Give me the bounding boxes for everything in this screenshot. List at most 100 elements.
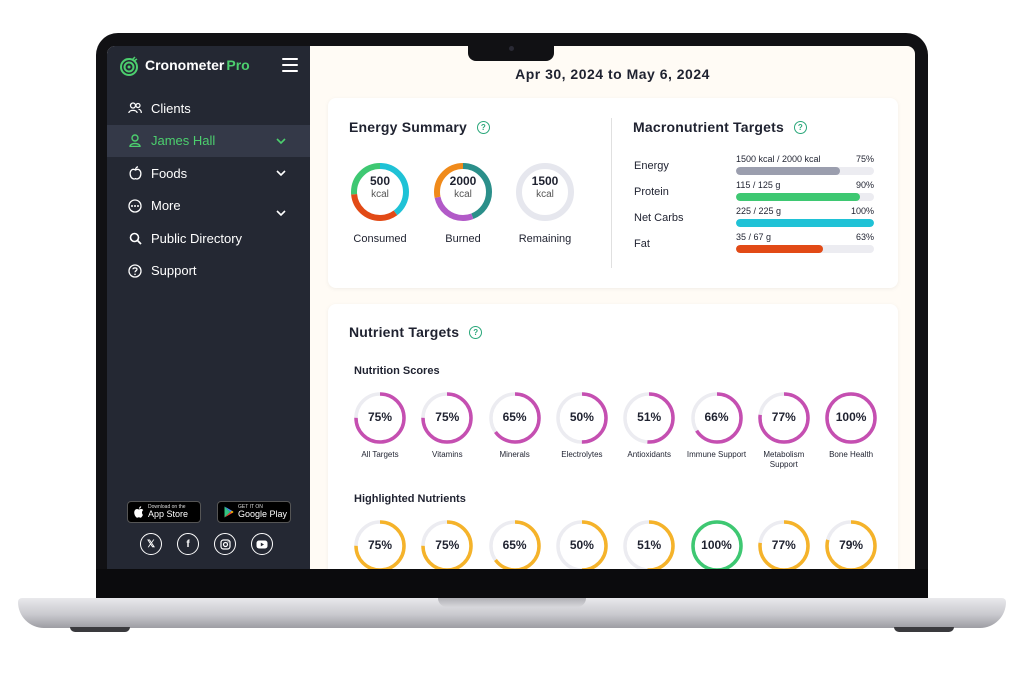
score-percent: 66% — [704, 410, 729, 424]
macro-progress-fill — [736, 193, 861, 201]
chevron-down-icon[interactable] — [276, 136, 286, 146]
macro-progress-fill — [736, 219, 874, 227]
ring-unit: kcal — [454, 188, 472, 200]
brand-suffix: Pro — [226, 57, 250, 73]
energy-summary-title: Energy Summary — [349, 119, 467, 135]
highlighted-nutrient[interactable]: 50% — [554, 518, 610, 569]
nutrition-score[interactable]: 100% Bone Health — [823, 390, 879, 460]
laptop-bezel — [96, 569, 928, 599]
highlighted-nutrient[interactable]: 75% — [419, 518, 475, 569]
energy-macro-card: Energy Summary ? 500 kcal Consumed — [328, 98, 898, 288]
help-icon[interactable]: ? — [476, 120, 490, 134]
sidebar-item-label: Foods — [151, 165, 188, 181]
highlighted-nutrient[interactable]: 77% — [756, 518, 812, 569]
macro-row-energy: Energy 1500 kcal / 2000 kcal 75% — [634, 154, 874, 178]
remaining-ring-icon — [516, 163, 574, 221]
help-icon[interactable]: ? — [469, 325, 483, 339]
macro-percent: 100% — [850, 206, 874, 216]
score-percent: 77% — [771, 410, 796, 424]
macro-amount: 115 / 125 g — [736, 180, 781, 190]
highlighted-nutrient[interactable]: 75% — [352, 518, 408, 569]
score-label: Antioxidants — [627, 450, 671, 459]
sidebar-nav: Clients James Hall Foods More — [107, 92, 310, 287]
nutrition-score[interactable]: 50% Electrolytes — [554, 390, 610, 460]
macro-amount: 1500 kcal / 2000 kcal — [736, 154, 821, 164]
score-ring-icon — [556, 392, 608, 444]
nutrition-score[interactable]: 65% Minerals — [487, 390, 543, 460]
ring-unit: kcal — [536, 188, 554, 200]
ring-unit: kcal — [371, 188, 389, 200]
macro-progress-fill — [736, 167, 840, 175]
sidebar: Cronometer Pro Clients James Hall — [107, 46, 310, 569]
brand-name: Cronometer — [145, 57, 225, 73]
score-percent: 65% — [502, 538, 527, 552]
score-label: Bone Health — [829, 450, 874, 459]
youtube-icon[interactable] — [251, 533, 273, 555]
score-ring-icon — [556, 520, 608, 569]
macro-percent: 90% — [855, 180, 874, 190]
chevron-down-icon[interactable] — [276, 208, 286, 218]
energy-ring-burned: 2000 kcal Burned — [432, 161, 494, 245]
hamburger-menu-icon[interactable] — [282, 58, 298, 72]
score-ring-icon — [825, 392, 877, 444]
highlighted-nutrient[interactable]: 51% — [621, 518, 677, 569]
instagram-icon[interactable] — [214, 533, 236, 555]
score-percent: 79% — [839, 538, 864, 552]
highlighted-nutrient[interactable]: 79% — [823, 518, 879, 569]
card-divider — [611, 118, 612, 268]
sidebar-item-public-directory[interactable]: Public Directory — [107, 222, 310, 255]
apple-logo-icon — [134, 506, 144, 518]
score-ring-icon — [623, 520, 675, 569]
score-label: Vitamins — [432, 450, 463, 459]
macro-percent: 63% — [855, 232, 874, 242]
sidebar-item-clients[interactable]: Clients — [107, 92, 310, 125]
nutrition-score[interactable]: 77% Metabolism Support — [756, 390, 812, 470]
chevron-down-icon[interactable] — [276, 168, 286, 178]
ring-label: Consumed — [353, 233, 407, 245]
highlighted-nutrient[interactable]: 65% — [487, 518, 543, 569]
facebook-icon[interactable]: f — [177, 533, 199, 555]
apple-icon — [127, 165, 143, 181]
score-percent: 51% — [637, 410, 662, 424]
sidebar-item-label: James Hall — [151, 133, 216, 149]
macro-percent: 75% — [855, 154, 874, 164]
app-screen: Cronometer Pro Clients James Hall — [107, 46, 915, 569]
highlighted-nutrient[interactable]: 100% — [689, 518, 745, 569]
macro-amount: 225 / 225 g — [736, 206, 782, 216]
score-ring-icon — [421, 520, 474, 569]
score-ring-icon — [421, 392, 474, 444]
nutrition-score[interactable]: 75% Vitamins — [419, 390, 475, 460]
social-links: 𝕏 f — [140, 533, 273, 555]
nutrition-score[interactable]: 75% All Targets — [352, 390, 408, 460]
score-ring-icon — [354, 520, 406, 569]
sidebar-item-more[interactable]: More — [107, 190, 310, 223]
laptop-base-groove — [438, 598, 586, 607]
score-ring-icon — [758, 520, 810, 569]
date-range[interactable]: Apr 30, 2024 to May 6, 2024 — [515, 66, 710, 82]
nutrition-score[interactable]: 66% Immune Support — [687, 390, 746, 460]
search-icon — [127, 230, 143, 246]
x-icon[interactable]: 𝕏 — [140, 533, 162, 555]
ring-label: Burned — [445, 233, 481, 245]
score-label: Immune Support — [686, 450, 747, 459]
nutrition-scores-title: Nutrition Scores — [354, 365, 440, 377]
sidebar-item-james-hall[interactable]: James Hall — [107, 124, 310, 157]
score-percent: 100% — [835, 410, 867, 424]
score-ring-icon — [354, 392, 406, 444]
macro-progress-bar — [736, 167, 874, 175]
score-label: Minerals — [499, 450, 530, 459]
score-percent: 77% — [771, 538, 796, 552]
consumed-ring-icon — [351, 163, 409, 221]
macro-row-protein: Protein 115 / 125 g 90% — [634, 180, 874, 204]
app-store-badge[interactable]: Download on the App Store — [127, 501, 201, 523]
macro-name: Energy — [634, 160, 669, 172]
macro-targets-title: Macronutrient Targets — [633, 119, 784, 135]
score-ring-icon — [690, 392, 743, 444]
brand[interactable]: Cronometer Pro — [119, 56, 250, 76]
help-icon[interactable]: ? — [793, 120, 807, 134]
google-play-badge[interactable]: GET IT ON Google Play — [217, 501, 291, 523]
sidebar-item-foods[interactable]: Foods — [107, 157, 310, 190]
nutrition-score[interactable]: 51% Antioxidants — [621, 390, 677, 460]
sidebar-item-support[interactable]: Support — [107, 255, 310, 288]
main-content: Apr 30, 2024 to May 6, 2024 Energy Summa… — [310, 46, 915, 569]
